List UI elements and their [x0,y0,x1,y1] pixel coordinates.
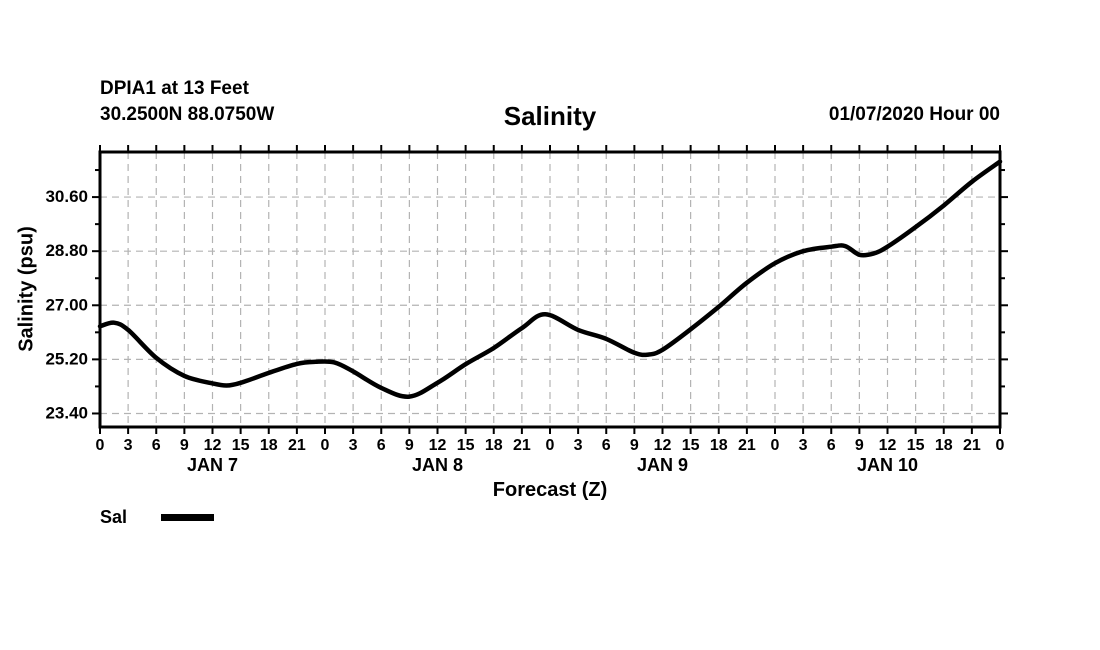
station-name: DPIA1 at 13 Feet [100,78,249,99]
x-tick-label: 21 [513,437,531,454]
x-tick-label: 12 [879,437,897,454]
x-tick-label: 3 [799,437,808,454]
legend-series-label: Sal [100,507,128,527]
y-tick-label: 25.20 [45,349,88,368]
x-axis-label: Forecast (Z) [492,479,608,501]
x-tick-label: 12 [429,437,447,454]
x-tick-label: 6 [377,437,386,454]
x-tick-label: 15 [907,437,925,454]
x-tick-label: 0 [96,437,105,454]
x-tick-label: 12 [654,437,672,454]
x-tick-label: 18 [710,437,728,454]
station-coordinates: 30.2500N 88.0750W [100,104,275,125]
x-tick-label: 9 [630,437,639,454]
x-tick-label: 15 [232,437,250,454]
x-tick-label: 6 [152,437,161,454]
x-tick-label: 9 [180,437,189,454]
x-tick-label: 3 [124,437,133,454]
day-label: JAN 10 [857,455,918,475]
x-tick-label: 3 [349,437,358,454]
x-tick-label: 3 [574,437,583,454]
salinity-curve [97,159,1003,399]
x-tick-label: 21 [288,437,306,454]
x-tick-label: 12 [204,437,222,454]
x-tick-label: 6 [827,437,836,454]
day-label: JAN 7 [187,455,238,475]
x-tick-label: 15 [457,437,475,454]
x-tick-label: 18 [260,437,278,454]
station-header: DPIA1 at 13 Feet 30.2500N 88.0750W [100,76,274,128]
x-tick-label: 18 [485,437,503,454]
y-tick-label: 28.80 [45,241,88,260]
x-tick-label: 0 [771,437,780,454]
chart-title: Salinity [503,101,597,131]
x-tick-label: 0 [996,437,1005,454]
x-tick-label: 6 [602,437,611,454]
legend-line-swatch [161,514,215,521]
y-tick-label: 30.60 [45,187,88,206]
x-tick-label: 9 [405,437,414,454]
x-tick-label: 15 [682,437,700,454]
x-tick-label: 21 [963,437,981,454]
day-label: JAN 8 [412,455,463,475]
day-label: JAN 9 [637,455,688,475]
x-tick-label: 9 [855,437,864,454]
y-tick-label: 27.00 [45,295,88,314]
y-tick-label: 23.40 [45,403,88,422]
x-tick-label: 0 [546,437,555,454]
plot-frame [98,150,1002,429]
forecast-datetime: 01/07/2020 Hour 00 [828,104,1000,125]
x-tick-label: 21 [738,437,756,454]
legend: Sal [100,507,215,528]
x-tick-label: 18 [935,437,953,454]
x-tick-label: 0 [321,437,330,454]
